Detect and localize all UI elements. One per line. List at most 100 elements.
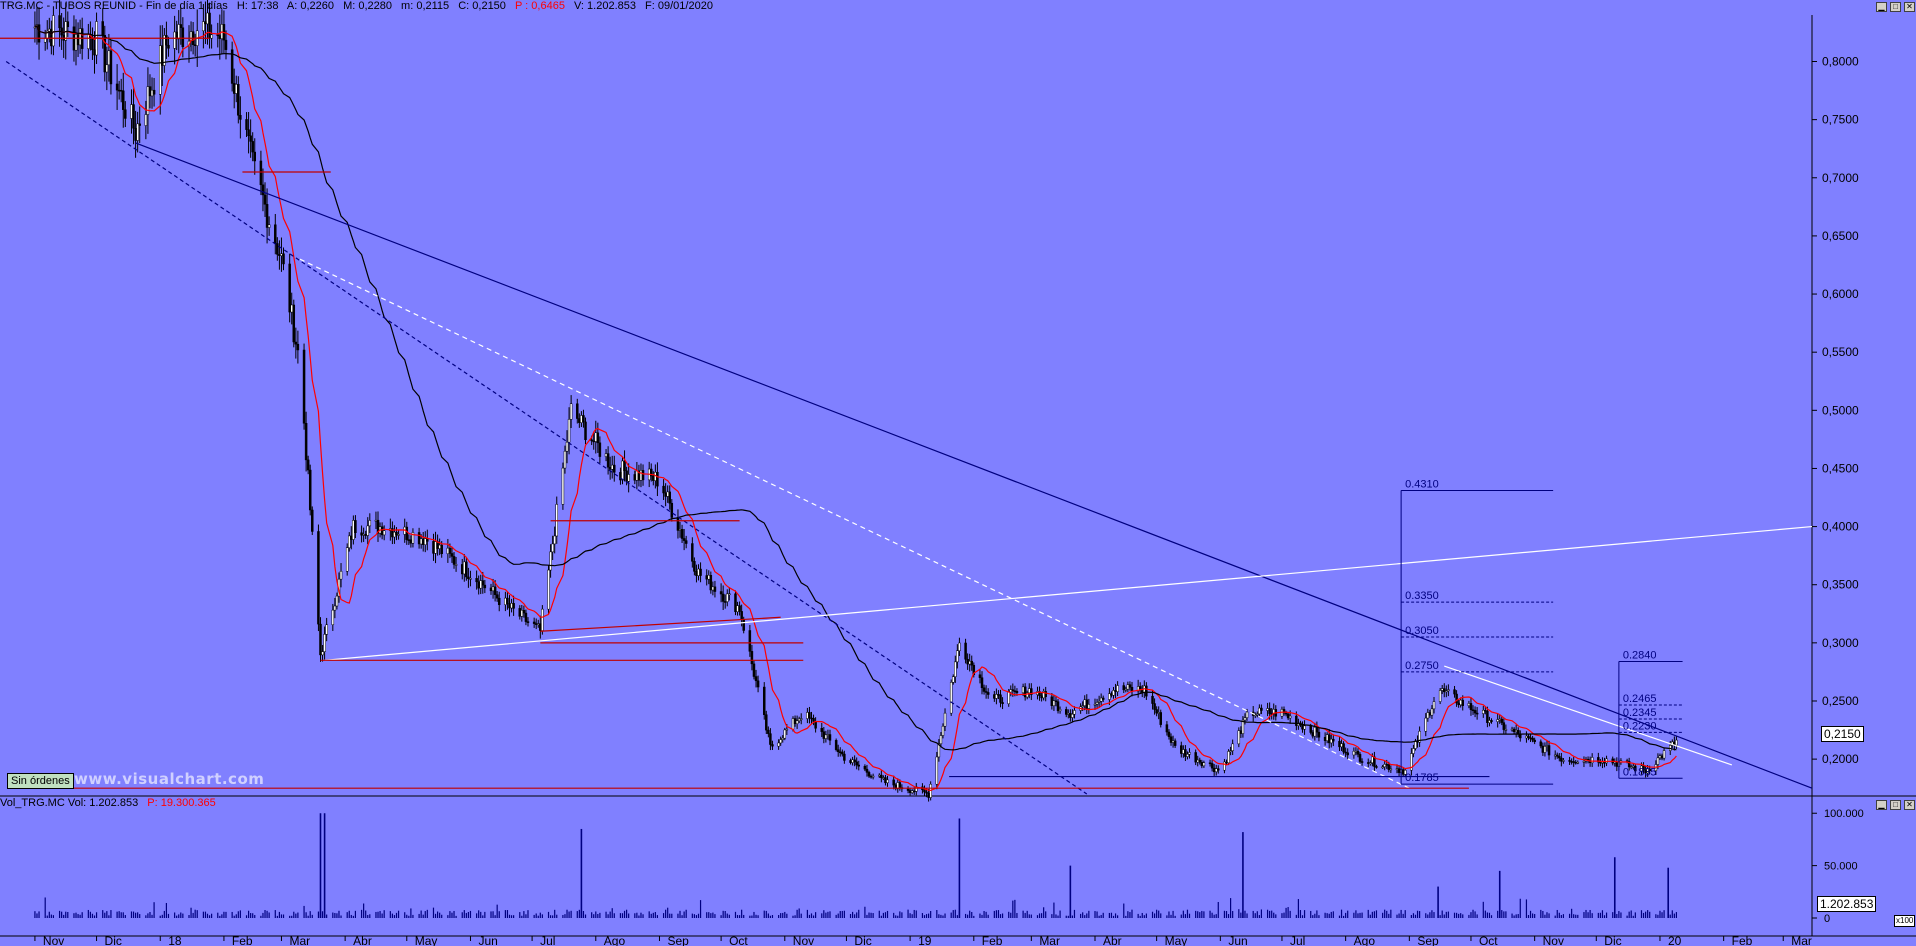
candle-body	[78, 28, 82, 46]
candle-body	[1151, 695, 1154, 704]
candle-body	[253, 151, 256, 162]
candle-body	[469, 578, 472, 580]
candle-body	[150, 89, 154, 97]
candle-body	[1568, 760, 1571, 762]
candle-body	[510, 603, 513, 609]
x-tick-label: Feb	[982, 934, 1003, 946]
candle-body	[783, 729, 787, 739]
candle-body	[1069, 713, 1072, 718]
close-icon[interactable]: ✕	[1904, 2, 1915, 12]
candle-body	[1015, 691, 1019, 694]
candle-body	[756, 680, 760, 688]
candle-body	[463, 561, 466, 575]
candle-body	[662, 485, 665, 494]
candle-body	[1340, 743, 1343, 748]
candle-body	[639, 470, 643, 481]
candle-body	[296, 343, 300, 351]
candle-body	[812, 718, 815, 722]
candle-body	[230, 49, 234, 84]
moving-average-fast	[34, 24, 1677, 792]
candle-body	[1447, 689, 1450, 692]
candle-body	[1662, 750, 1666, 759]
candle-body	[1165, 724, 1169, 733]
volume-maximize-icon[interactable]: □	[1890, 800, 1901, 810]
candle-body	[477, 581, 480, 589]
candle-body	[1613, 761, 1617, 764]
time-value: H: 17:38	[236, 0, 279, 12]
sin-ordenes-button[interactable]: Sin órdenes	[7, 773, 74, 789]
candle-body	[1658, 755, 1662, 759]
candle-body	[1001, 702, 1004, 705]
candle-body	[1050, 696, 1054, 706]
candle-body	[970, 660, 973, 666]
candle-body	[1058, 709, 1062, 712]
candle-body	[1455, 693, 1458, 704]
candle-body	[179, 24, 183, 28]
candle-body	[1397, 768, 1401, 773]
candle-body	[1615, 761, 1619, 767]
candle-body	[495, 594, 499, 599]
candle-body	[1169, 736, 1173, 743]
candle-body	[1527, 735, 1530, 739]
candle-body	[1504, 729, 1508, 731]
candle-body	[1510, 728, 1514, 731]
candle-body	[1130, 687, 1134, 692]
x-tick-label: Sep	[667, 934, 689, 946]
candle-body	[697, 568, 700, 576]
candle-body	[380, 526, 384, 536]
volume-y-tick-label: 50.000	[1824, 861, 1858, 873]
x-tick-label: Nov	[43, 934, 64, 946]
trendline-dashed	[5, 61, 1088, 795]
candle-body	[752, 663, 756, 677]
candle-body	[952, 676, 955, 683]
volume-close-icon[interactable]: ✕	[1904, 800, 1915, 810]
minimize-icon[interactable]: ▁	[1876, 2, 1887, 12]
maximize-icon[interactable]: □	[1890, 2, 1901, 12]
candle-body	[1056, 701, 1060, 712]
candle-body	[1099, 697, 1103, 702]
candle-body	[1212, 767, 1216, 773]
candle-body	[1064, 709, 1068, 715]
candle-body	[884, 777, 887, 784]
candle-body	[627, 474, 630, 482]
candle-body	[508, 603, 511, 609]
candle-body	[1325, 734, 1329, 741]
x-tick-label: Mar	[289, 934, 310, 946]
candle-body	[144, 114, 148, 126]
volume-y-tick-label: 0	[1824, 913, 1830, 925]
candle-body	[986, 692, 990, 695]
candle-body	[1198, 759, 1202, 763]
candle-body	[526, 621, 530, 623]
candle-body	[216, 34, 220, 37]
candle-body	[1023, 686, 1027, 698]
x-tick-label: Jul	[1290, 934, 1305, 946]
candle-body	[582, 415, 585, 423]
candle-body	[584, 421, 587, 441]
candle-body	[666, 491, 669, 497]
candle-body	[1395, 768, 1399, 770]
candle-body	[652, 475, 655, 481]
candle-body	[1311, 732, 1315, 737]
x-tick-label: Ago	[604, 934, 626, 946]
candle-body	[1067, 713, 1070, 715]
candle-body	[1071, 713, 1074, 718]
candle-body	[122, 90, 125, 110]
candle-body	[1389, 768, 1393, 771]
candle-body	[1256, 713, 1259, 716]
volume-scale: x100	[1894, 915, 1916, 927]
volume-minimize-icon[interactable]: ▁	[1876, 800, 1887, 810]
candle-body	[937, 743, 941, 758]
candle-body	[1346, 752, 1349, 756]
candle-body	[1560, 757, 1563, 762]
candle-body	[261, 184, 265, 196]
candle-body	[670, 502, 674, 518]
candle-body	[836, 749, 840, 753]
candle-body	[259, 160, 263, 186]
candle-body	[245, 119, 248, 130]
candle-body	[898, 782, 902, 788]
candle-body	[849, 760, 852, 763]
candle-body	[982, 687, 986, 692]
p-value: P : 0,6465	[514, 0, 565, 12]
candle-body	[1354, 750, 1358, 753]
